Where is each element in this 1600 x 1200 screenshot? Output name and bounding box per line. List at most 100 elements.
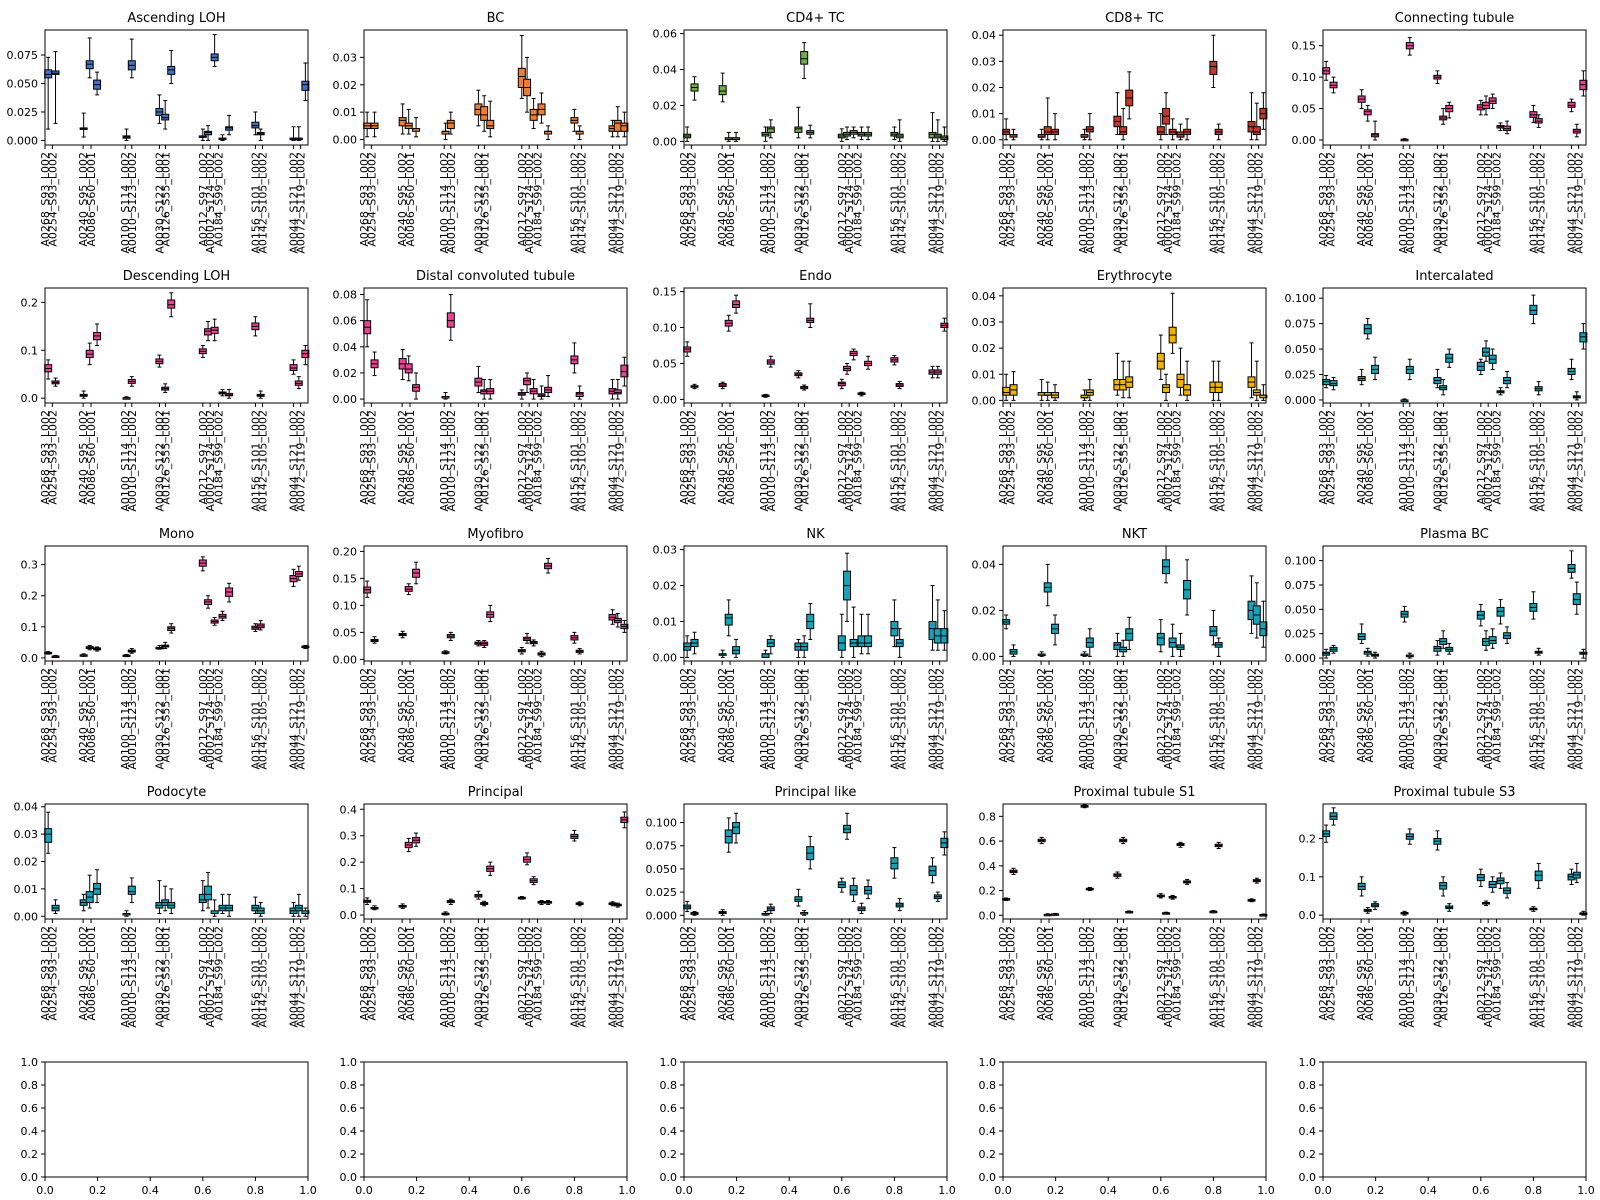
box-mark <box>127 38 136 79</box>
y-tick-label: 0.3 <box>340 830 358 843</box>
box-mark <box>570 108 579 132</box>
box-mark <box>1252 582 1261 639</box>
subplot: Myofibro 0.00 0.05 0.10 0.15 0.20 A0268_S93_L0… <box>333 527 629 770</box>
subplot-title: Podocyte <box>147 785 206 800</box>
box-mark <box>732 812 741 844</box>
box-mark <box>441 650 450 655</box>
x-tick-label: A0156_S101_L002 <box>568 668 581 770</box>
box-mark <box>1329 644 1338 654</box>
box-body <box>1119 126 1128 136</box>
x-tick-label: A0212_S97_L002 <box>516 668 529 763</box>
x-tick-label: A0142_S105_L002 <box>896 668 909 770</box>
box-body <box>204 328 213 336</box>
x-tick-label: A0002_S124_L002 <box>843 410 856 512</box>
box-mark <box>480 639 489 649</box>
subplot: 0.0 0.2 0.4 0.6 0.8 1.0 0.0 0.2 0.4 0.6 0.8 1.0 <box>1299 1056 1595 1197</box>
box-mark <box>486 378 495 400</box>
y-tick-label: 0.100 <box>1285 555 1317 568</box>
box-mark <box>404 583 413 596</box>
y-tick-label: 0.00 <box>14 910 39 923</box>
y-tick-label: 0.02 <box>972 342 997 355</box>
x-tick-label: A0030_S122_L002 <box>472 926 485 1028</box>
y-tick-label: 0.0 <box>340 909 358 922</box>
box-mark <box>441 122 450 141</box>
box-mark <box>864 613 873 655</box>
y-tick-label: 0.100 <box>646 817 678 830</box>
box-mark <box>1503 370 1512 389</box>
x-tick-label: A0240_S95_L002 <box>1355 926 1368 1021</box>
box-mark <box>1572 581 1581 615</box>
box-mark <box>1579 323 1588 350</box>
y-tick-label: 0.4 <box>340 1125 358 1138</box>
subplot: 0.0 0.2 0.4 0.6 0.8 1.0 0.0 0.2 0.4 0.6 0.8 1.0 <box>979 1056 1275 1197</box>
box-mark <box>155 880 164 915</box>
box-mark <box>613 106 622 138</box>
box-mark <box>1357 89 1366 110</box>
subplot-title: Myofibro <box>467 527 523 542</box>
box-mark <box>1482 630 1491 651</box>
x-tick-label: A0010_S123_L002 <box>445 668 458 770</box>
box-mark <box>51 377 60 387</box>
x-tick-label: A0212_S97_L002 <box>836 152 849 247</box>
x-tick-label: A0212_S97_L002 <box>836 926 849 1021</box>
box-mark <box>690 631 699 655</box>
box-mark <box>256 620 265 631</box>
box-mark <box>294 376 303 390</box>
subplot: Mono 0.0 0.1 0.2 0.3 A0268_S93_L002A0254_S93_… <box>21 527 310 770</box>
subplot-title: Erythrocyte <box>1097 269 1173 284</box>
y-tick-label: 0.0 <box>340 1171 358 1184</box>
box-mark <box>1009 644 1018 657</box>
box-mark <box>1371 120 1380 141</box>
box-mark <box>446 898 455 905</box>
box-mark <box>718 909 727 916</box>
y-tick-label: 0.4 <box>979 860 997 873</box>
box-mark <box>806 124 815 139</box>
y-tick-label: 0.025 <box>646 886 678 899</box>
x-tick-label: A0142_S105_L002 <box>257 152 270 254</box>
box-mark <box>1439 630 1448 649</box>
box-mark <box>940 317 949 332</box>
x-tick-label: A0086_S60_L001 <box>404 410 417 505</box>
x-tick-label: A0072_S119_L002 <box>934 668 947 770</box>
box-mark <box>1176 123 1185 141</box>
axes-frame <box>1322 287 1587 404</box>
y-tick-label: 0.02 <box>333 367 358 380</box>
x-tick-label: A0142_S105_L002 <box>1535 668 1548 770</box>
x-tick-label: A0184_S99_L002 <box>213 926 226 1021</box>
y-tick-label: 0.03 <box>333 51 358 64</box>
box-mark <box>800 384 809 391</box>
box-mark <box>1476 868 1485 887</box>
box-mark <box>718 381 727 390</box>
y-tick-label: 0.06 <box>653 28 678 41</box>
box-mark <box>1488 348 1497 370</box>
x-tick-label: A0100_S114_L002 <box>1077 668 1090 770</box>
x-tick-label: A0212_S97_L002 <box>1155 668 1168 763</box>
x-tick-label: A0010_S123_L002 <box>126 926 139 1028</box>
box-mark <box>544 375 553 397</box>
x-tick-label: 0.4 <box>1099 1184 1117 1197</box>
box-body <box>766 126 775 133</box>
x-tick-label: A0156_S101_L002 <box>1207 668 1220 770</box>
x-tick-label: 0.2 <box>1047 1184 1065 1197</box>
x-tick-label: A0100_S114_L002 <box>1077 152 1090 254</box>
box-mark <box>843 362 852 375</box>
x-tick-label: A0030_S122_L002 <box>1111 410 1124 512</box>
x-tick-label: A0184_S99_L002 <box>1491 410 1504 505</box>
box-mark <box>761 126 770 142</box>
box-mark <box>732 294 741 314</box>
y-tick-label: 0.050 <box>1285 603 1317 616</box>
box-mark <box>800 42 809 80</box>
subplot-title: Distal convoluted tubule <box>416 269 575 284</box>
box-mark <box>412 372 421 400</box>
box-mark <box>766 119 775 139</box>
x-tick-label: A0002_S124_L002 <box>1162 410 1175 512</box>
box-mark <box>794 106 803 139</box>
box-mark <box>1534 381 1543 396</box>
box-mark <box>806 603 815 640</box>
box-mark <box>690 911 699 916</box>
box-mark <box>940 831 949 856</box>
box-mark <box>1183 118 1192 141</box>
box-body <box>718 85 727 96</box>
x-tick-label: A0268_S93_L002 <box>39 668 52 763</box>
box-mark <box>732 131 741 142</box>
